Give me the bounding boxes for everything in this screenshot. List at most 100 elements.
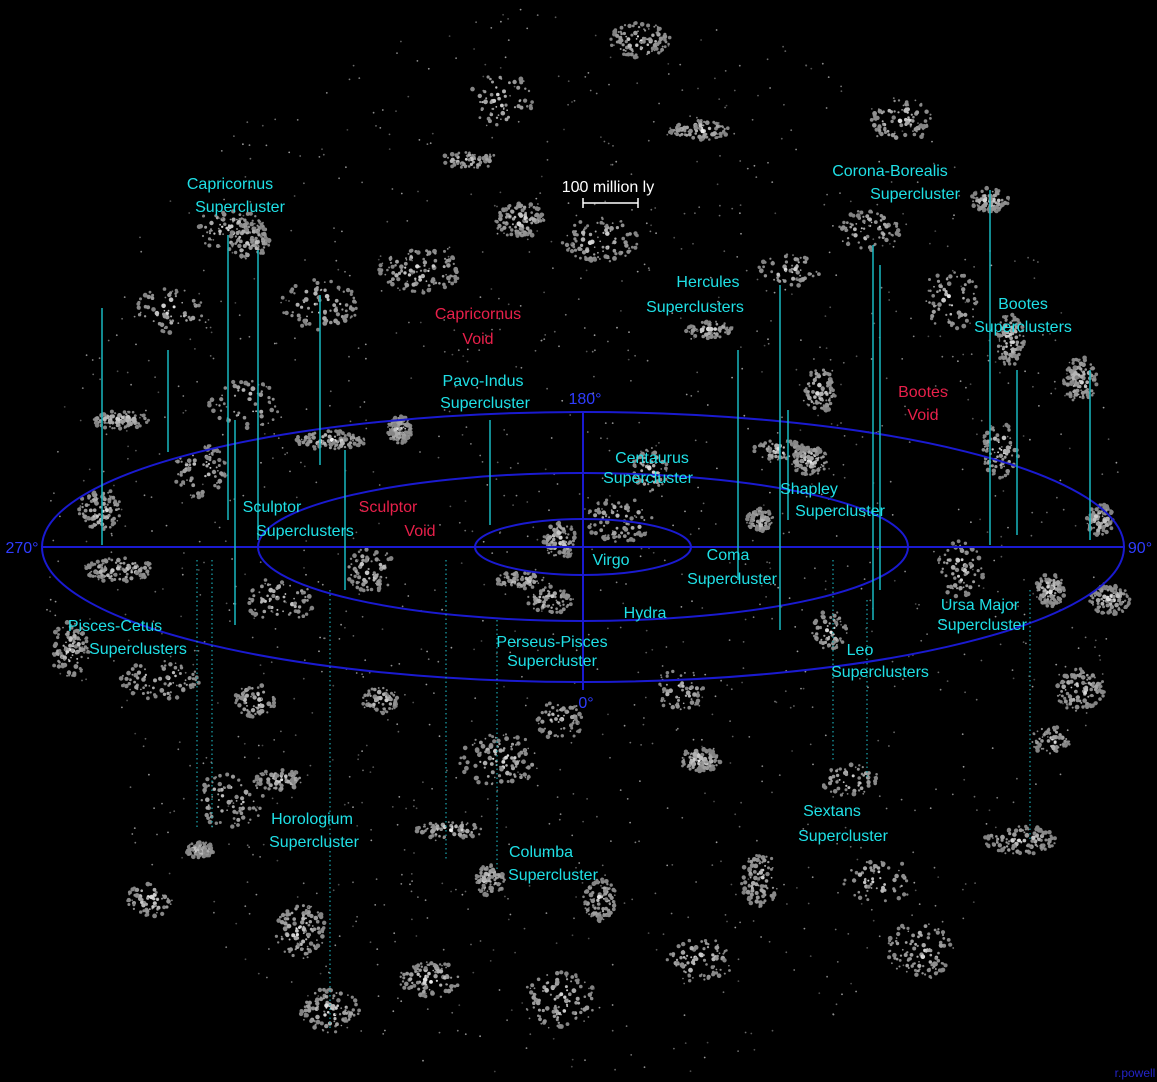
galaxy-dot (764, 864, 767, 867)
galaxy-dot (56, 649, 59, 652)
galaxy-dot (489, 153, 491, 156)
galaxy-dot (761, 259, 766, 265)
galaxy-dot (234, 794, 239, 800)
galaxy-dot (601, 245, 605, 249)
galaxy-dot (694, 703, 697, 706)
galaxy-dot (522, 772, 527, 777)
galaxy-dot (100, 573, 104, 577)
galaxy-dot (654, 40, 657, 43)
galaxy-dot (134, 561, 137, 565)
galaxy-dot (315, 281, 320, 285)
galaxy-dot (179, 666, 184, 670)
galaxy-dot (115, 502, 120, 507)
galaxy-dot (454, 153, 459, 158)
galaxy-dot (134, 685, 139, 690)
galaxy-dot (402, 972, 406, 977)
galaxy-dot (997, 350, 1000, 353)
galaxy-dot (593, 246, 596, 248)
galaxy-dot (193, 670, 197, 673)
galaxy-dot (59, 651, 63, 656)
galaxy-dot (460, 828, 464, 832)
galaxy-dot (898, 965, 901, 968)
galaxy-dot (201, 854, 206, 859)
galaxy-dot (1080, 389, 1082, 392)
galaxy-dot (818, 640, 823, 645)
galaxy-dot (267, 400, 271, 404)
galaxy-dot (335, 992, 338, 994)
galaxy-dot (689, 325, 691, 328)
galaxy-dot (1034, 739, 1038, 743)
galaxy-dot (261, 709, 265, 713)
galaxy-dot (597, 251, 599, 254)
galaxy-dot (801, 472, 805, 476)
galaxy-dot (909, 953, 914, 957)
galaxy-dot (80, 655, 83, 659)
galaxy-dot (422, 989, 426, 994)
galaxy-dot (514, 206, 517, 210)
galaxy-dot (1036, 589, 1039, 592)
galaxy-dot (542, 218, 546, 222)
galaxy-dot (67, 636, 70, 640)
galaxy-dot (523, 751, 528, 756)
galaxy-dot (215, 216, 219, 220)
galaxy-dot (845, 221, 849, 225)
galaxy-dot (505, 221, 508, 224)
galaxy-dot (1038, 596, 1043, 601)
galaxy-dot (248, 391, 253, 396)
galaxy-dot (353, 998, 358, 1003)
galaxy-dot (106, 573, 110, 577)
galaxy-dot (216, 482, 218, 484)
galaxy-dot (505, 233, 509, 237)
galaxy-dot (1091, 596, 1095, 600)
galaxy-dot (1086, 678, 1089, 681)
galaxy-dot (431, 823, 436, 828)
galaxy-dot (1011, 340, 1015, 344)
galaxy-dot (427, 963, 431, 967)
galaxy-dot (104, 515, 109, 520)
galaxy-dot (485, 865, 489, 869)
galaxy-dot (153, 694, 158, 699)
galaxy-dot (761, 889, 766, 894)
galaxy-dot (986, 836, 991, 841)
galaxy-dot (649, 489, 652, 493)
galaxy-dot (309, 605, 315, 611)
galaxy-dot (210, 239, 212, 241)
galaxy-dot (56, 635, 60, 640)
galaxy-dot (1080, 701, 1083, 704)
galaxy-dot (559, 595, 563, 599)
galaxy-dot (878, 225, 881, 228)
galaxy-dot (1008, 352, 1013, 358)
galaxy-dot (192, 462, 197, 466)
galaxy-dot (1082, 355, 1087, 361)
galaxy-dot (162, 287, 167, 291)
galaxy-dot (289, 289, 294, 294)
galaxy-dot (906, 926, 910, 931)
galaxy-dot (130, 570, 133, 574)
galaxy-dot (851, 774, 855, 778)
galaxy-dot (1009, 344, 1013, 347)
galaxy-dot (419, 962, 423, 965)
galaxy-dot (635, 38, 638, 40)
galaxy-dot (261, 241, 266, 246)
galaxy-dot (501, 760, 506, 764)
galaxy-dot (700, 940, 704, 943)
galaxy-dot (1036, 746, 1040, 750)
galaxy-dot (956, 587, 959, 590)
galaxy-dot (1060, 690, 1063, 693)
galaxy-dot (714, 956, 719, 961)
galaxy-dot (762, 858, 767, 863)
galaxy-dot (752, 449, 757, 454)
galaxy-dot (237, 411, 241, 415)
galaxy-dot (1062, 588, 1066, 592)
galaxy-dot (196, 224, 202, 229)
galaxy-dot (938, 943, 944, 948)
galaxy-dot (703, 978, 706, 981)
galaxy-dot (628, 232, 632, 236)
galaxy-dot (481, 887, 484, 890)
galaxy-dot (832, 789, 838, 794)
galaxy-dot (893, 240, 896, 243)
galaxy-dot (289, 777, 295, 783)
galaxy-dot (231, 209, 236, 214)
galaxy-dot (604, 228, 608, 233)
